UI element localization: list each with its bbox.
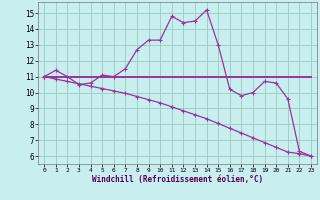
X-axis label: Windchill (Refroidissement éolien,°C): Windchill (Refroidissement éolien,°C) [92, 175, 263, 184]
